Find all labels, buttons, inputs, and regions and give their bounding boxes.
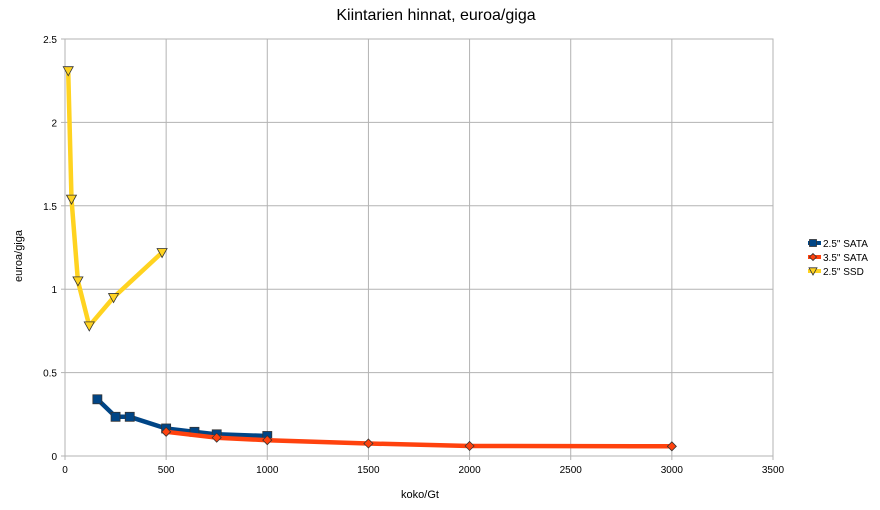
x-tick-label: 0	[62, 465, 68, 476]
data-point	[666, 441, 677, 452]
y-axis-label: euroa/giga	[13, 229, 25, 282]
series-1	[161, 426, 677, 452]
series-line	[65, 68, 165, 329]
x-tick-label: 3500	[762, 465, 785, 476]
data-point	[161, 426, 172, 437]
data-point	[124, 411, 135, 422]
data-point	[156, 248, 168, 259]
data-point	[92, 394, 103, 405]
legend-label: 2.5" SATA	[823, 239, 868, 250]
series-layer	[62, 66, 677, 452]
legend-item: 2.5" SATA	[808, 239, 868, 250]
legend-label: 3.5" SATA	[823, 253, 868, 264]
legend-item: 3.5" SATA	[808, 252, 868, 264]
data-point	[211, 432, 222, 443]
y-tick-label: 2	[51, 118, 57, 129]
y-tick-labels: 0 0.5 1 1.5 2 2.5	[43, 35, 57, 463]
legend-swatch-marker	[809, 239, 817, 247]
x-tick-label: 1500	[357, 465, 380, 476]
x-axis-label: koko/Gt	[401, 489, 439, 501]
y-tick-label: 1	[51, 285, 57, 296]
legend-label: 2.5" SSD	[823, 267, 864, 278]
data-point	[62, 66, 74, 77]
data-point	[107, 293, 120, 304]
legend: 2.5" SATA 3.5" SATA 2.5" SSD	[808, 239, 868, 278]
y-tick-label: 0.5	[43, 369, 57, 380]
x-tick-label: 3000	[661, 465, 684, 476]
data-point	[363, 438, 374, 449]
chart-title: Kiintarien hinnat, euroa/giga	[336, 7, 535, 24]
data-point	[110, 411, 121, 422]
legend-item: 2.5" SSD	[808, 267, 864, 278]
data-point	[65, 194, 78, 205]
x-tick-label: 500	[158, 465, 175, 476]
series-line	[163, 429, 675, 449]
x-tick-label: 2000	[458, 465, 481, 476]
data-point	[83, 321, 95, 332]
legend-swatch-marker	[808, 252, 818, 262]
legend-swatch-marker	[808, 267, 818, 276]
x-tick-label: 1000	[256, 465, 279, 476]
y-tick-label: 2.5	[43, 35, 57, 46]
y-tick-label: 1.5	[43, 202, 57, 213]
data-point	[262, 435, 273, 446]
data-point	[464, 440, 475, 452]
data-point	[72, 276, 84, 287]
y-tick-label: 0	[51, 452, 57, 463]
series-line	[95, 397, 270, 439]
grid	[61, 38, 774, 460]
series-2	[62, 66, 168, 332]
plot-frame	[64, 38, 774, 457]
x-tick-label: 2500	[560, 465, 583, 476]
x-tick-labels: 0 500 1000 1500 2000 2500 3000 3500	[62, 465, 784, 476]
